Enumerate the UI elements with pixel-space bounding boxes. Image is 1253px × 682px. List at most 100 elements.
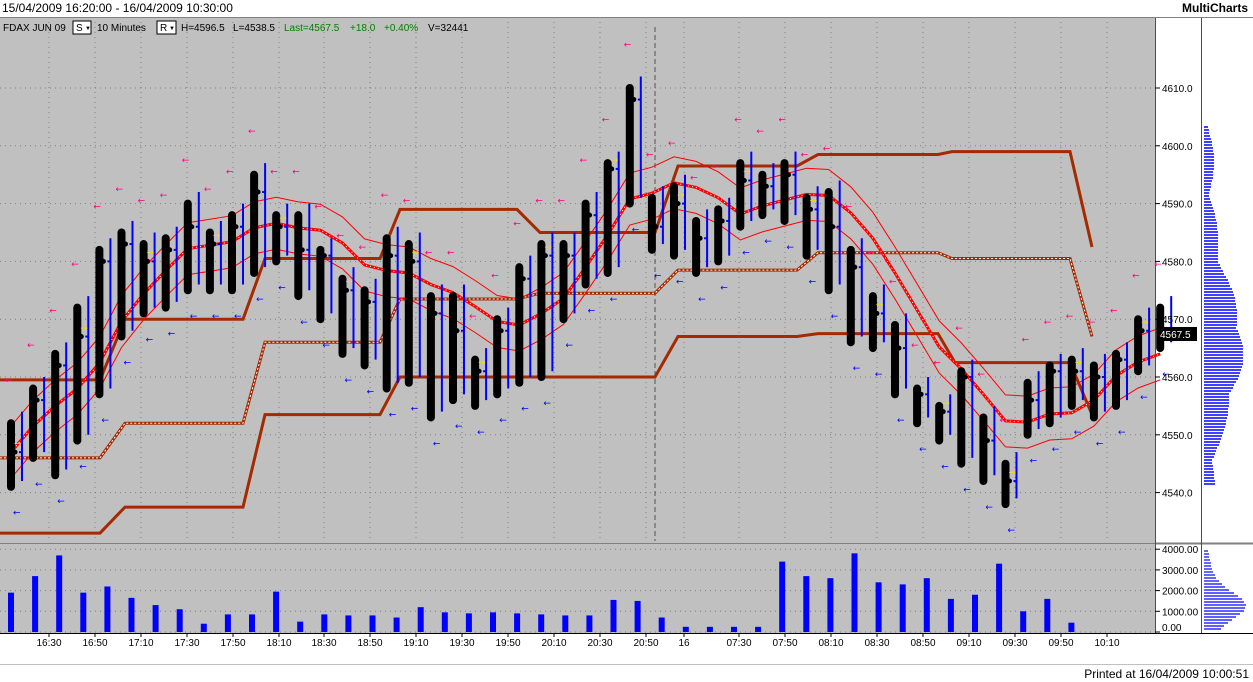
volume-bar bbox=[1068, 622, 1075, 632]
arrow-marker-icon: ← bbox=[403, 197, 411, 207]
arrow-marker-icon: ← bbox=[190, 312, 198, 322]
interval-label: 10 Minutes bbox=[97, 23, 146, 34]
arrow-marker-icon: ← bbox=[831, 312, 839, 322]
volume-bar bbox=[755, 626, 762, 632]
close-tick bbox=[1073, 368, 1079, 374]
volume-bar bbox=[200, 623, 207, 632]
arrow-marker-icon: → bbox=[1075, 358, 1083, 368]
last-value: Last=4567.5 bbox=[284, 23, 340, 34]
close-tick bbox=[277, 224, 283, 230]
volume-bar bbox=[80, 592, 87, 632]
arrow-marker-icon: ← bbox=[1022, 335, 1030, 345]
arrow-marker-icon: ← bbox=[558, 197, 566, 207]
close-tick bbox=[233, 224, 239, 230]
volume-bar bbox=[682, 626, 689, 632]
price-tag-value: 4567.5 bbox=[1160, 330, 1191, 341]
volume-bar bbox=[465, 613, 472, 632]
arrow-marker-icon: ← bbox=[845, 202, 853, 212]
volume-bar bbox=[586, 615, 593, 632]
close-tick bbox=[1095, 374, 1101, 380]
close-tick bbox=[476, 368, 482, 374]
arrow-marker-icon: ← bbox=[632, 226, 640, 236]
close-tick bbox=[852, 264, 858, 270]
time-tick-label: 10:10 bbox=[1094, 638, 1119, 649]
volume-bar bbox=[779, 561, 786, 632]
arrow-marker-icon: ← bbox=[1008, 526, 1016, 536]
price-tick-label: 4580.0 bbox=[1162, 257, 1193, 268]
time-tick-label: 18:50 bbox=[357, 638, 382, 649]
arrow-marker-icon: ← bbox=[138, 197, 146, 207]
volume-bar bbox=[851, 553, 858, 632]
close-tick bbox=[1117, 357, 1123, 363]
arrow-marker-icon: ← bbox=[624, 41, 632, 51]
close-tick bbox=[874, 310, 880, 316]
title-bar: 15/04/2009 16:20:00 - 16/04/2009 10:30:0… bbox=[0, 0, 1253, 18]
volume-bar bbox=[321, 614, 328, 632]
arrow-marker-icon: ← bbox=[124, 358, 132, 368]
volume-profile bbox=[1204, 126, 1246, 630]
chart-area[interactable]: ← ← → ← ← ← ← ← ← → ← ← ← ← ← ← → ← ← ← ← ← ← → ← ← ← ← ← ← → ← ← ← ← ← ← → ← ←… bbox=[0, 17, 1253, 665]
time-tick-label: 09:10 bbox=[956, 638, 981, 649]
close-tick bbox=[366, 299, 372, 305]
print-timestamp: Printed at 16/04/2009 10:00:51 bbox=[1084, 667, 1249, 681]
arrow-marker-icon: ← bbox=[521, 405, 529, 415]
close-tick bbox=[653, 224, 659, 230]
time-tick-label: 18:10 bbox=[266, 638, 291, 649]
price-bars bbox=[7, 76, 1173, 509]
volume-bar bbox=[273, 591, 280, 632]
low-value: L=4538.5 bbox=[233, 23, 275, 34]
close-tick bbox=[786, 172, 791, 178]
envelope-line-0 bbox=[0, 150, 1094, 382]
arrow-marker-icon: → bbox=[876, 301, 884, 311]
arrow-marker-icon: ← bbox=[292, 168, 300, 178]
symbol-button-label: S bbox=[76, 23, 83, 34]
change-percent: +0.40% bbox=[384, 23, 418, 34]
range-button[interactable] bbox=[156, 20, 177, 35]
symbol-button[interactable] bbox=[72, 20, 92, 35]
symbol-label: FDAX JUN 09 bbox=[3, 23, 66, 34]
arrow-marker-icon: → bbox=[412, 249, 420, 259]
arrow-marker-icon: ← bbox=[1000, 416, 1008, 426]
arrow-marker-icon: ← bbox=[1118, 428, 1126, 438]
close-tick bbox=[808, 206, 814, 212]
close-tick bbox=[167, 247, 173, 253]
volume-bar bbox=[441, 612, 448, 632]
close-tick bbox=[918, 391, 924, 397]
volume-tick-label: 3000.00 bbox=[1162, 566, 1199, 577]
arrow-marker-icon: ← bbox=[654, 272, 662, 282]
close-tick bbox=[388, 253, 394, 259]
volume-tick-label: 0.00 bbox=[1162, 623, 1182, 634]
arrow-marker-icon: ← bbox=[690, 173, 698, 183]
volume-bar bbox=[224, 614, 231, 632]
time-tick-label: 19:50 bbox=[495, 638, 520, 649]
arrow-marker-icon: ← bbox=[314, 202, 322, 212]
close-tick bbox=[454, 328, 460, 334]
arrow-marker-icon: ← bbox=[204, 185, 212, 195]
arrow-marker-icon: ← bbox=[602, 116, 610, 126]
price-tick-label: 4590.0 bbox=[1162, 200, 1193, 211]
volume-panel[interactable] bbox=[0, 545, 1155, 633]
arrow-marker-icon: ← bbox=[116, 185, 124, 195]
volume-bar bbox=[490, 612, 496, 632]
time-tick-label: 16:50 bbox=[82, 638, 107, 649]
price-tick-label: 4540.0 bbox=[1162, 489, 1193, 500]
arrow-marker-icon: ← bbox=[5, 376, 13, 386]
volume-bar bbox=[1020, 611, 1027, 632]
volume-bar bbox=[128, 597, 135, 632]
arrow-marker-icon: ← bbox=[270, 168, 278, 178]
arrow-marker-icon: ← bbox=[160, 191, 168, 201]
arrow-marker-icon: ← bbox=[27, 341, 35, 351]
volume-tick-label: 4000.00 bbox=[1162, 545, 1199, 556]
arrow-marker-icon: → bbox=[611, 156, 619, 166]
volume-bar bbox=[369, 615, 376, 632]
chevron-down-icon: ▼ bbox=[169, 26, 175, 32]
close-tick bbox=[498, 328, 504, 334]
arrow-marker-icon: ← bbox=[712, 162, 720, 172]
arrow-marker-icon: ← bbox=[71, 260, 79, 270]
arrow-marker-icon: ← bbox=[955, 324, 963, 334]
arrow-marker-icon: ← bbox=[919, 445, 927, 455]
time-tick-label: 17:30 bbox=[174, 638, 199, 649]
volume-bar bbox=[899, 584, 906, 632]
arrow-marker-icon: ← bbox=[580, 156, 588, 166]
time-tick-label: 20:30 bbox=[587, 638, 612, 649]
